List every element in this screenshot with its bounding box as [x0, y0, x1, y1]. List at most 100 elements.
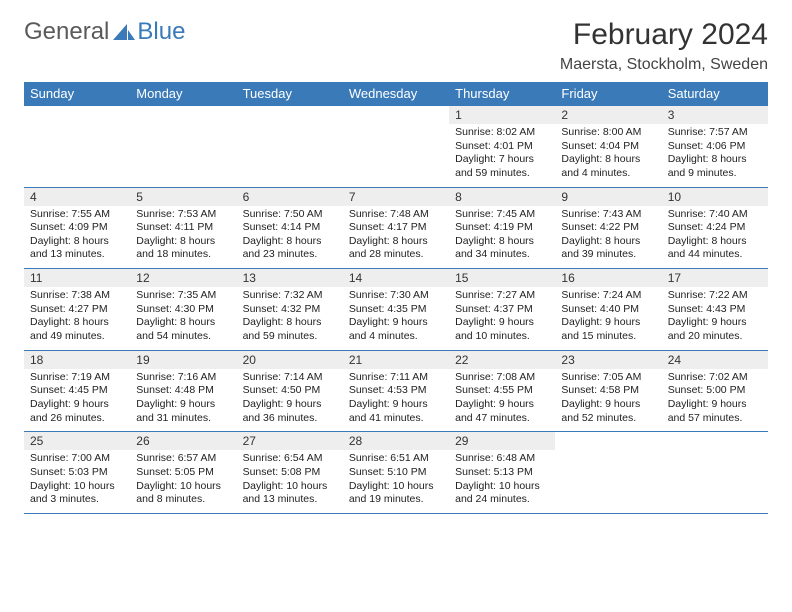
day-number-cell: 4 — [24, 187, 130, 206]
day-number-cell: 16 — [555, 269, 661, 288]
day-number-cell: 7 — [343, 187, 449, 206]
day-number-cell: 24 — [662, 350, 768, 369]
sunrise-text: Sunrise: 6:51 AM — [349, 452, 443, 466]
daylight-text: Daylight: 8 hours and 18 minutes. — [136, 235, 230, 262]
sunrise-text: Sunrise: 7:14 AM — [243, 371, 337, 385]
sunrise-text: Sunrise: 7:08 AM — [455, 371, 549, 385]
day-number-row: 11121314151617 — [24, 269, 768, 288]
sunset-text: Sunset: 5:03 PM — [30, 466, 124, 480]
logo: General Blue — [24, 18, 185, 46]
day-number-row: 18192021222324 — [24, 350, 768, 369]
day-detail-cell: Sunrise: 7:16 AMSunset: 4:48 PMDaylight:… — [130, 369, 236, 432]
day-number-cell: 17 — [662, 269, 768, 288]
daylight-text: Daylight: 9 hours and 20 minutes. — [668, 316, 762, 343]
day-detail-row: Sunrise: 7:00 AMSunset: 5:03 PMDaylight:… — [24, 450, 768, 513]
daylight-text: Daylight: 9 hours and 36 minutes. — [243, 398, 337, 425]
sunrise-text: Sunrise: 7:50 AM — [243, 208, 337, 222]
sunset-text: Sunset: 4:58 PM — [561, 384, 655, 398]
daylight-text: Daylight: 9 hours and 10 minutes. — [455, 316, 549, 343]
daylight-text: Daylight: 9 hours and 57 minutes. — [668, 398, 762, 425]
sunset-text: Sunset: 4:22 PM — [561, 221, 655, 235]
sunrise-text: Sunrise: 7:53 AM — [136, 208, 230, 222]
day-detail-cell: Sunrise: 8:02 AMSunset: 4:01 PMDaylight:… — [449, 124, 555, 187]
sunrise-text: Sunrise: 7:22 AM — [668, 289, 762, 303]
sunset-text: Sunset: 4:32 PM — [243, 303, 337, 317]
day-detail-cell: Sunrise: 7:11 AMSunset: 4:53 PMDaylight:… — [343, 369, 449, 432]
sunset-text: Sunset: 5:08 PM — [243, 466, 337, 480]
day-detail-cell: Sunrise: 7:57 AMSunset: 4:06 PMDaylight:… — [662, 124, 768, 187]
logo-text-2: Blue — [137, 18, 185, 46]
day-number-cell — [24, 106, 130, 125]
sunset-text: Sunset: 4:35 PM — [349, 303, 443, 317]
day-number-cell: 9 — [555, 187, 661, 206]
day-number-cell — [343, 106, 449, 125]
weekday-header: Tuesday — [237, 82, 343, 106]
sunset-text: Sunset: 4:45 PM — [30, 384, 124, 398]
day-detail-cell: Sunrise: 7:08 AMSunset: 4:55 PMDaylight:… — [449, 369, 555, 432]
weekday-header: Friday — [555, 82, 661, 106]
sunset-text: Sunset: 4:40 PM — [561, 303, 655, 317]
day-detail-cell: Sunrise: 7:50 AMSunset: 4:14 PMDaylight:… — [237, 206, 343, 269]
day-detail-cell: Sunrise: 7:02 AMSunset: 5:00 PMDaylight:… — [662, 369, 768, 432]
sunrise-text: Sunrise: 7:11 AM — [349, 371, 443, 385]
day-number-cell — [130, 106, 236, 125]
title-block: February 2024 Maersta, Stockholm, Sweden — [560, 18, 768, 74]
daylight-text: Daylight: 8 hours and 4 minutes. — [561, 153, 655, 180]
sunrise-text: Sunrise: 7:00 AM — [30, 452, 124, 466]
day-detail-cell: Sunrise: 7:48 AMSunset: 4:17 PMDaylight:… — [343, 206, 449, 269]
day-detail-cell — [24, 124, 130, 187]
daylight-text: Daylight: 9 hours and 15 minutes. — [561, 316, 655, 343]
day-number-row: 45678910 — [24, 187, 768, 206]
sunset-text: Sunset: 4:06 PM — [668, 140, 762, 154]
weekday-header: Sunday — [24, 82, 130, 106]
sunset-text: Sunset: 4:30 PM — [136, 303, 230, 317]
sunrise-text: Sunrise: 7:27 AM — [455, 289, 549, 303]
day-detail-cell: Sunrise: 7:05 AMSunset: 4:58 PMDaylight:… — [555, 369, 661, 432]
daylight-text: Daylight: 8 hours and 9 minutes. — [668, 153, 762, 180]
day-number-cell: 11 — [24, 269, 130, 288]
daylight-text: Daylight: 9 hours and 41 minutes. — [349, 398, 443, 425]
day-number-cell: 8 — [449, 187, 555, 206]
day-detail-cell — [555, 450, 661, 513]
day-number-cell: 27 — [237, 432, 343, 451]
daylight-text: Daylight: 8 hours and 54 minutes. — [136, 316, 230, 343]
sunrise-text: Sunrise: 7:48 AM — [349, 208, 443, 222]
sunset-text: Sunset: 4:19 PM — [455, 221, 549, 235]
sunrise-text: Sunrise: 6:57 AM — [136, 452, 230, 466]
sunrise-text: Sunrise: 6:54 AM — [243, 452, 337, 466]
sunrise-text: Sunrise: 7:02 AM — [668, 371, 762, 385]
day-number-cell: 2 — [555, 106, 661, 125]
sunrise-text: Sunrise: 7:24 AM — [561, 289, 655, 303]
day-detail-cell: Sunrise: 7:53 AMSunset: 4:11 PMDaylight:… — [130, 206, 236, 269]
day-detail-cell — [662, 450, 768, 513]
sunset-text: Sunset: 4:14 PM — [243, 221, 337, 235]
day-detail-cell: Sunrise: 7:40 AMSunset: 4:24 PMDaylight:… — [662, 206, 768, 269]
daylight-text: Daylight: 10 hours and 24 minutes. — [455, 480, 549, 507]
sunset-text: Sunset: 4:43 PM — [668, 303, 762, 317]
day-number-cell: 25 — [24, 432, 130, 451]
day-detail-cell: Sunrise: 7:00 AMSunset: 5:03 PMDaylight:… — [24, 450, 130, 513]
day-number-cell: 12 — [130, 269, 236, 288]
daylight-text: Daylight: 9 hours and 47 minutes. — [455, 398, 549, 425]
day-detail-cell: Sunrise: 7:55 AMSunset: 4:09 PMDaylight:… — [24, 206, 130, 269]
day-number-cell: 20 — [237, 350, 343, 369]
sunrise-text: Sunrise: 7:05 AM — [561, 371, 655, 385]
sunrise-text: Sunrise: 7:30 AM — [349, 289, 443, 303]
day-detail-cell: Sunrise: 7:14 AMSunset: 4:50 PMDaylight:… — [237, 369, 343, 432]
weekday-header: Wednesday — [343, 82, 449, 106]
sunrise-text: Sunrise: 7:45 AM — [455, 208, 549, 222]
day-number-cell: 6 — [237, 187, 343, 206]
day-number-cell: 10 — [662, 187, 768, 206]
sunset-text: Sunset: 5:13 PM — [455, 466, 549, 480]
day-detail-cell: Sunrise: 7:19 AMSunset: 4:45 PMDaylight:… — [24, 369, 130, 432]
day-number-cell: 15 — [449, 269, 555, 288]
day-number-row: 123 — [24, 106, 768, 125]
sunrise-text: Sunrise: 7:40 AM — [668, 208, 762, 222]
day-detail-row: Sunrise: 7:19 AMSunset: 4:45 PMDaylight:… — [24, 369, 768, 432]
sunset-text: Sunset: 4:55 PM — [455, 384, 549, 398]
day-number-cell: 1 — [449, 106, 555, 125]
sunset-text: Sunset: 4:09 PM — [30, 221, 124, 235]
day-detail-cell — [237, 124, 343, 187]
daylight-text: Daylight: 10 hours and 3 minutes. — [30, 480, 124, 507]
day-detail-cell — [130, 124, 236, 187]
